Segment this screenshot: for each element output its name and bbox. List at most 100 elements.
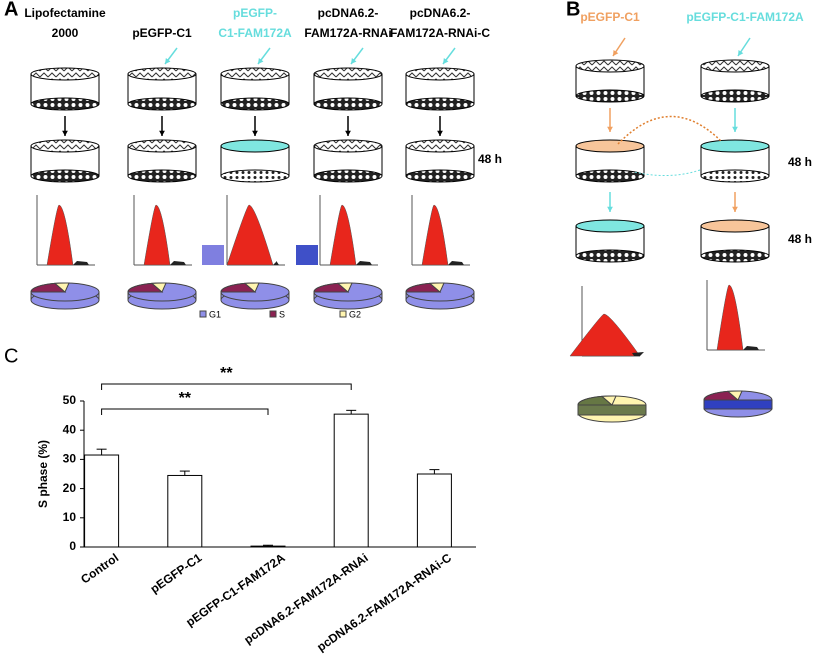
arrow-head	[732, 126, 738, 132]
decor	[202, 245, 224, 265]
arrow-head	[738, 50, 744, 56]
bar	[416, 473, 452, 548]
dish-bottom	[30, 97, 100, 111]
arrow-head	[607, 126, 613, 132]
y-tick-label: 30	[63, 452, 77, 466]
pie-slice	[30, 282, 67, 293]
arrow-head	[258, 58, 264, 64]
column-label: FAM172A-RNAi-C	[390, 26, 490, 40]
dish-bottom	[220, 97, 290, 111]
column-label: pcDNA6.2-	[410, 6, 471, 20]
column-label: 2000	[52, 26, 79, 40]
time-label: 48 h	[788, 232, 812, 246]
x-tick-label: pEGFP-C1	[148, 550, 205, 596]
column-label: pEGFP-	[233, 6, 277, 20]
dish-top	[30, 67, 100, 81]
dish-bottom	[405, 97, 475, 111]
hist-peak	[329, 204, 357, 266]
dish-top	[405, 139, 475, 153]
pie-slice	[336, 282, 353, 293]
dish-top	[30, 139, 100, 153]
hist-peak	[46, 204, 74, 266]
dish-bottom	[30, 169, 100, 183]
cross-arrow	[617, 115, 723, 145]
column-label: FAM172A-RNAi	[304, 26, 391, 40]
arrow-head	[345, 130, 351, 136]
dish-top	[220, 139, 290, 153]
pie-slice	[600, 395, 617, 406]
y-tick-label: 10	[63, 510, 77, 524]
hist-peak	[226, 204, 274, 266]
legend-label: G2	[349, 309, 361, 319]
dish-bottom	[575, 89, 645, 103]
dish-top	[700, 139, 770, 153]
column-label: pEGFP-C1-FAM172A	[686, 10, 804, 24]
arrow-head	[613, 50, 619, 56]
significance-label: **	[179, 390, 192, 407]
dish-bottom	[700, 89, 770, 103]
dish-bottom	[313, 97, 383, 111]
hist-peak	[143, 204, 171, 266]
y-tick-label: 50	[63, 393, 77, 407]
pie-slice	[405, 282, 442, 293]
legend-swatch	[339, 310, 347, 318]
pie-slice	[53, 282, 70, 293]
dish-top	[575, 219, 645, 233]
y-axis-label: S phase (%)	[36, 440, 50, 508]
pie-slice	[127, 282, 164, 293]
hist-tail	[356, 261, 372, 265]
arrow-head	[252, 130, 258, 136]
dish-bottom	[127, 97, 197, 111]
dish-top	[700, 59, 770, 73]
bar	[250, 545, 286, 548]
dish-top	[313, 139, 383, 153]
panel-label: C	[4, 345, 18, 367]
arrow-head	[159, 130, 165, 136]
dish-top	[575, 59, 645, 73]
dish-bottom	[405, 169, 475, 183]
arrow-head	[732, 206, 738, 212]
hist-peak	[569, 313, 641, 357]
pie-slice	[220, 282, 257, 293]
hist-tail	[170, 261, 186, 265]
dish-bottom	[575, 249, 645, 263]
dish-bottom	[575, 169, 645, 183]
pie-slice	[313, 282, 350, 293]
dish-bottom	[127, 169, 197, 183]
hist-peak	[421, 204, 449, 266]
hist-tail	[273, 261, 279, 265]
arrow-head	[351, 58, 357, 64]
bar	[333, 413, 369, 548]
decor	[296, 245, 318, 265]
dish-top	[405, 67, 475, 81]
y-tick-label: 20	[63, 481, 77, 495]
y-tick-label: 40	[63, 422, 77, 436]
hist-tail	[743, 346, 759, 350]
pie-slice	[150, 282, 167, 293]
dish-top	[220, 67, 290, 81]
pie-slice	[428, 282, 445, 293]
dish-top	[127, 139, 197, 153]
column-label: pEGFP-C1	[580, 10, 640, 24]
time-label: 48 h	[478, 152, 502, 166]
x-tick-label: pcDNA6.2-FAM172A-RNAi-C	[314, 550, 454, 654]
significance-bracket	[101, 408, 269, 415]
pie-side	[703, 399, 773, 410]
dish-bottom	[700, 249, 770, 263]
time-label: 48 h	[788, 155, 812, 169]
dish-top	[700, 219, 770, 233]
column-label: pcDNA6.2-	[318, 6, 379, 20]
dish-bottom	[700, 169, 770, 183]
hist-tail	[73, 261, 89, 265]
column-label: C1-FAM172A	[218, 26, 292, 40]
x-tick-label: Control	[78, 551, 121, 587]
dish-top	[575, 139, 645, 153]
arrow-head	[165, 58, 171, 64]
legend-label: G1	[209, 309, 221, 319]
arrow-head	[607, 206, 613, 212]
pie-side	[577, 404, 647, 416]
arrow-head	[437, 130, 443, 136]
legend-swatch	[269, 310, 277, 318]
dish-top	[313, 67, 383, 81]
